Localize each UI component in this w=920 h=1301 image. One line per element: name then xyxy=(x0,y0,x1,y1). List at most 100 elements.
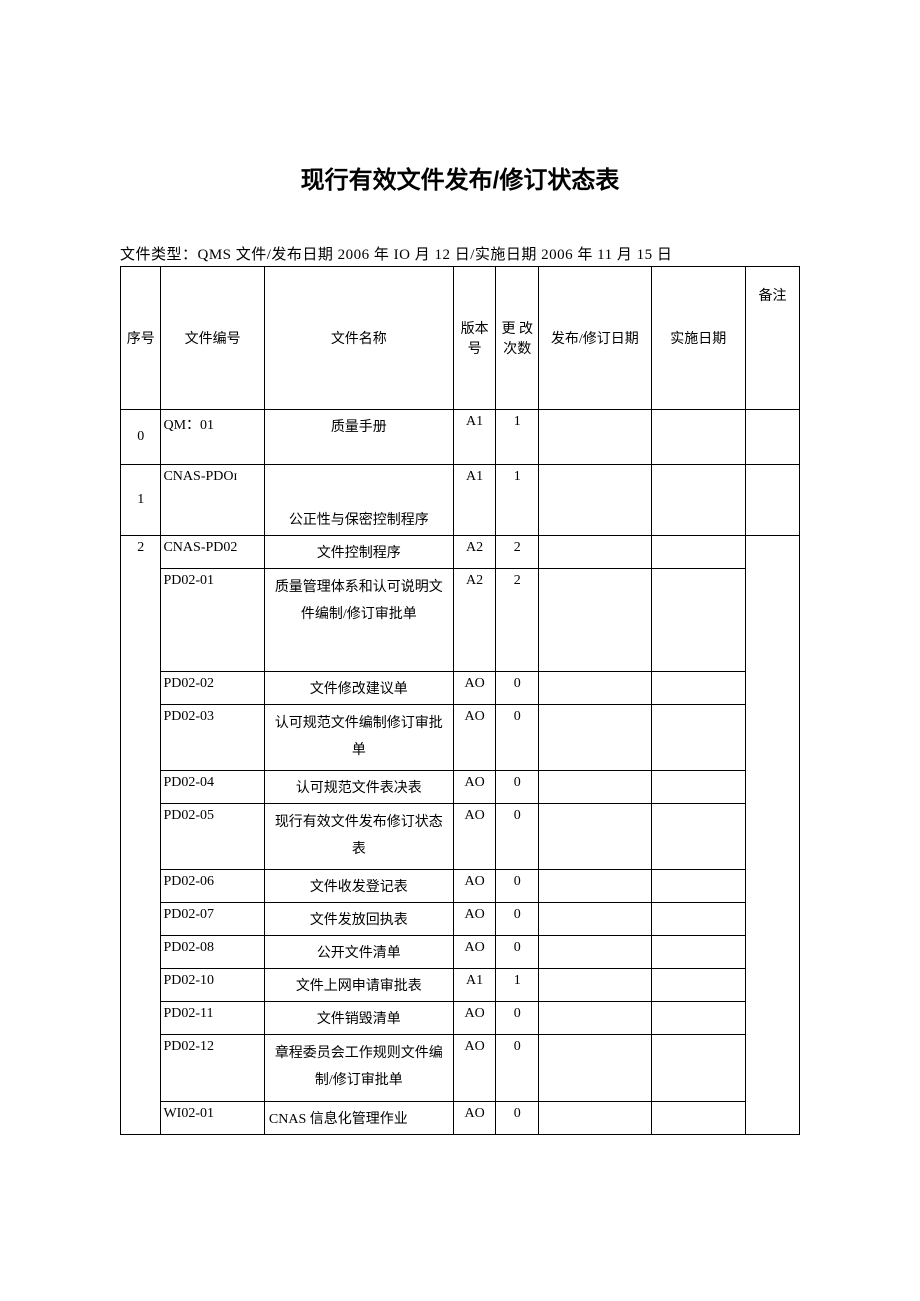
cell-changes: 2 xyxy=(496,536,539,569)
cell-impdate xyxy=(651,410,745,465)
page-subtitle: 文件类型：QMS 文件/发布日期 2006 年 IO 月 12 日/实施日期 2… xyxy=(120,243,800,264)
cell-docno: PD02-03 xyxy=(161,705,264,771)
document-page: 现行有效文件发布/修订状态表 文件类型：QMS 文件/发布日期 2006 年 I… xyxy=(0,0,920,1195)
cell-docno: PD02-06 xyxy=(161,870,264,903)
cell-version: AO xyxy=(453,771,496,804)
cell-version: AO xyxy=(453,1002,496,1035)
cell-docno: PD02-01 xyxy=(161,569,264,672)
table-row: PD02-03 认可规范文件编制修订审批单 AO 0 xyxy=(121,705,800,771)
cell-note xyxy=(745,536,799,1135)
cell-pubdate xyxy=(539,969,651,1002)
cell-docno: CNAS-PDOɪ xyxy=(161,465,264,536)
table-row: WI02-01 CNAS 信息化管理作业 AO 0 xyxy=(121,1101,800,1134)
cell-docno: PD02-02 xyxy=(161,672,264,705)
cell-changes: 0 xyxy=(496,804,539,870)
cell-changes: 0 xyxy=(496,903,539,936)
cell-docno: PD02-05 xyxy=(161,804,264,870)
cell-impdate xyxy=(651,569,745,672)
cell-changes: 1 xyxy=(496,465,539,536)
table-row: PD02-12 章程委员会工作规则文件编制/修订审批单 AO 0 xyxy=(121,1035,800,1101)
cell-name: CNAS 信息化管理作业 xyxy=(264,1101,453,1134)
cell-name: 章程委员会工作规则文件编制/修订审批单 xyxy=(264,1035,453,1101)
table-header-row: 序号 文件编号 文件名称 版本号 更 改次数 发布/修订日期 实施日期 备注 xyxy=(121,267,800,410)
cell-impdate xyxy=(651,936,745,969)
cell-name: 文件修改建议单 xyxy=(264,672,453,705)
cell-pubdate xyxy=(539,1002,651,1035)
cell-seq: 0 xyxy=(121,410,161,465)
cell-version: AO xyxy=(453,903,496,936)
cell-impdate xyxy=(651,1035,745,1101)
cell-seq: 1 xyxy=(121,465,161,536)
cell-changes: 2 xyxy=(496,569,539,672)
cell-changes: 1 xyxy=(496,969,539,1002)
document-table: 序号 文件编号 文件名称 版本号 更 改次数 发布/修订日期 实施日期 备注 0… xyxy=(120,266,800,1135)
cell-version: AO xyxy=(453,936,496,969)
table-row: PD02-08 公开文件清单 AO 0 xyxy=(121,936,800,969)
cell-docno: PD02-08 xyxy=(161,936,264,969)
cell-pubdate xyxy=(539,804,651,870)
cell-docno: WI02-01 xyxy=(161,1101,264,1134)
cell-docno: QM：01 xyxy=(161,410,264,465)
cell-name: 文件发放回执表 xyxy=(264,903,453,936)
cell-name: 质量管理体系和认可说明文件编制/修订审批单 xyxy=(264,569,453,672)
table-row: 2 CNAS-PD02 文件控制程序 A2 2 xyxy=(121,536,800,569)
cell-pubdate xyxy=(539,410,651,465)
cell-version: A1 xyxy=(453,465,496,536)
cell-pubdate xyxy=(539,936,651,969)
cell-docno: PD02-11 xyxy=(161,1002,264,1035)
cell-docno: PD02-07 xyxy=(161,903,264,936)
cell-version: AO xyxy=(453,1101,496,1134)
cell-name: 文件收发登记表 xyxy=(264,870,453,903)
th-docno: 文件编号 xyxy=(161,267,264,410)
cell-pubdate xyxy=(539,870,651,903)
table-body: 0 QM：01 质量手册 A1 1 1 CNAS-PDOɪ 公正性与保密控制程序… xyxy=(121,410,800,1135)
cell-pubdate xyxy=(539,465,651,536)
cell-impdate xyxy=(651,870,745,903)
cell-changes: 0 xyxy=(496,672,539,705)
cell-changes: 0 xyxy=(496,1035,539,1101)
cell-version: AO xyxy=(453,870,496,903)
cell-version: AO xyxy=(453,1035,496,1101)
table-row: PD02-07 文件发放回执表 AO 0 xyxy=(121,903,800,936)
cell-version: AO xyxy=(453,804,496,870)
cell-note xyxy=(745,465,799,536)
cell-pubdate xyxy=(539,771,651,804)
th-changes: 更 改次数 xyxy=(496,267,539,410)
th-impdate: 实施日期 xyxy=(651,267,745,410)
table-row: PD02-01 质量管理体系和认可说明文件编制/修订审批单 A2 2 xyxy=(121,569,800,672)
cell-name: 认可规范文件编制修订审批单 xyxy=(264,705,453,771)
cell-impdate xyxy=(651,465,745,536)
cell-version: A2 xyxy=(453,569,496,672)
th-seq: 序号 xyxy=(121,267,161,410)
table-row: 1 CNAS-PDOɪ 公正性与保密控制程序 A1 1 xyxy=(121,465,800,536)
table-row: PD02-05 现行有效文件发布修订状态表 AO 0 xyxy=(121,804,800,870)
table-row: PD02-04 认可规范文件表决表 AO 0 xyxy=(121,771,800,804)
cell-impdate xyxy=(651,1101,745,1134)
cell-pubdate xyxy=(539,903,651,936)
cell-impdate xyxy=(651,1002,745,1035)
table-row: 0 QM：01 质量手册 A1 1 xyxy=(121,410,800,465)
page-title: 现行有效文件发布/修订状态表 xyxy=(120,160,800,195)
th-pubdate: 发布/修订日期 xyxy=(539,267,651,410)
cell-docno: CNAS-PD02 xyxy=(161,536,264,569)
cell-changes: 0 xyxy=(496,1002,539,1035)
table-row: PD02-06 文件收发登记表 AO 0 xyxy=(121,870,800,903)
th-note: 备注 xyxy=(745,267,799,410)
cell-pubdate xyxy=(539,1101,651,1134)
cell-pubdate xyxy=(539,1035,651,1101)
cell-docno: PD02-04 xyxy=(161,771,264,804)
cell-impdate xyxy=(651,903,745,936)
cell-pubdate xyxy=(539,672,651,705)
cell-changes: 0 xyxy=(496,870,539,903)
cell-docno: PD02-12 xyxy=(161,1035,264,1101)
cell-changes: 1 xyxy=(496,410,539,465)
th-name: 文件名称 xyxy=(264,267,453,410)
cell-impdate xyxy=(651,536,745,569)
cell-version: A2 xyxy=(453,536,496,569)
cell-name: 公正性与保密控制程序 xyxy=(264,465,453,536)
cell-name: 质量手册 xyxy=(264,410,453,465)
cell-name: 公开文件清单 xyxy=(264,936,453,969)
cell-changes: 0 xyxy=(496,771,539,804)
cell-docno: PD02-10 xyxy=(161,969,264,1002)
cell-impdate xyxy=(651,771,745,804)
